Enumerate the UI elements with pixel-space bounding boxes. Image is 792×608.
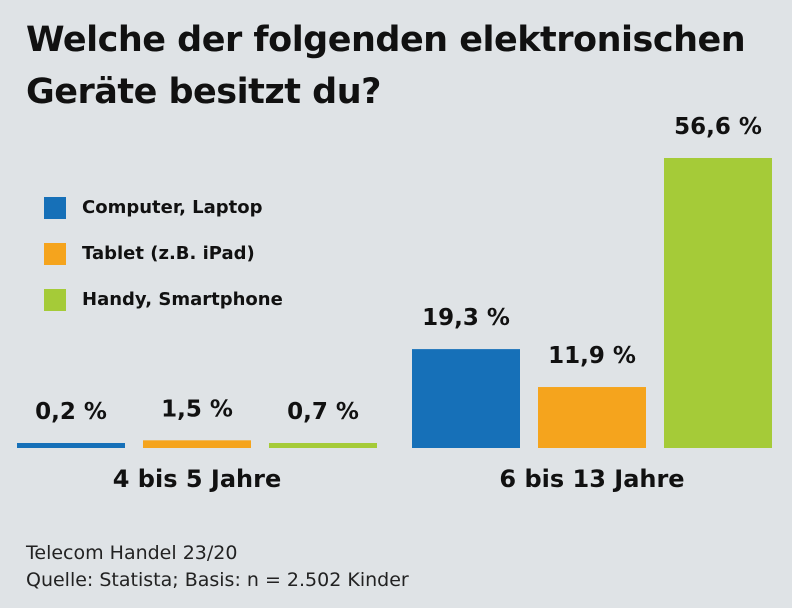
chart-title-line-1: Welche der folgenden elektronischen xyxy=(26,20,746,60)
chart-legend: Computer, Laptop Tablet (z.B. iPad) Hand… xyxy=(44,196,283,334)
bar-3-group-2 xyxy=(664,158,772,448)
bar-1-group-2 xyxy=(412,349,520,448)
category-label-2: 6 bis 13 Jahre xyxy=(499,465,684,493)
bar-3-group-1 xyxy=(269,443,377,448)
data-label-2-group-1: 1,5 % xyxy=(161,396,233,422)
bar-1-group-1 xyxy=(17,443,125,448)
bar-2-group-2 xyxy=(538,387,646,448)
data-label-1-group-2: 19,3 % xyxy=(422,305,510,331)
data-label-1-group-1: 0,2 % xyxy=(35,399,107,425)
legend-item-handy: Handy, Smartphone xyxy=(44,288,283,311)
bar-2-group-1 xyxy=(143,440,251,448)
chart-title: Welche der folgenden elektronischen Gerä… xyxy=(26,14,766,118)
source-publication: Telecom Handel 23/20 xyxy=(26,542,238,564)
source-basis: Quelle: Statista; Basis: n = 2.502 Kinde… xyxy=(26,569,409,591)
legend-label-handy: Handy, Smartphone xyxy=(82,289,283,310)
category-label-1: 4 bis 5 Jahre xyxy=(113,465,281,493)
legend-item-computer: Computer, Laptop xyxy=(44,196,283,219)
legend-swatch-tablet xyxy=(44,242,66,265)
data-label-2-group-2: 11,9 % xyxy=(548,343,636,369)
data-label-3-group-2: 56,6 % xyxy=(674,114,762,140)
chart-title-line-2: Geräte besitzt du? xyxy=(26,72,381,112)
source-note: Telecom Handel 23/20 Quelle: Statista; B… xyxy=(26,540,409,594)
legend-swatch-computer xyxy=(44,196,66,219)
data-label-3-group-1: 0,7 % xyxy=(287,399,359,425)
legend-label-computer: Computer, Laptop xyxy=(82,197,263,218)
legend-label-tablet: Tablet (z.B. iPad) xyxy=(82,243,255,264)
legend-item-tablet: Tablet (z.B. iPad) xyxy=(44,242,283,265)
legend-swatch-handy xyxy=(44,288,66,311)
